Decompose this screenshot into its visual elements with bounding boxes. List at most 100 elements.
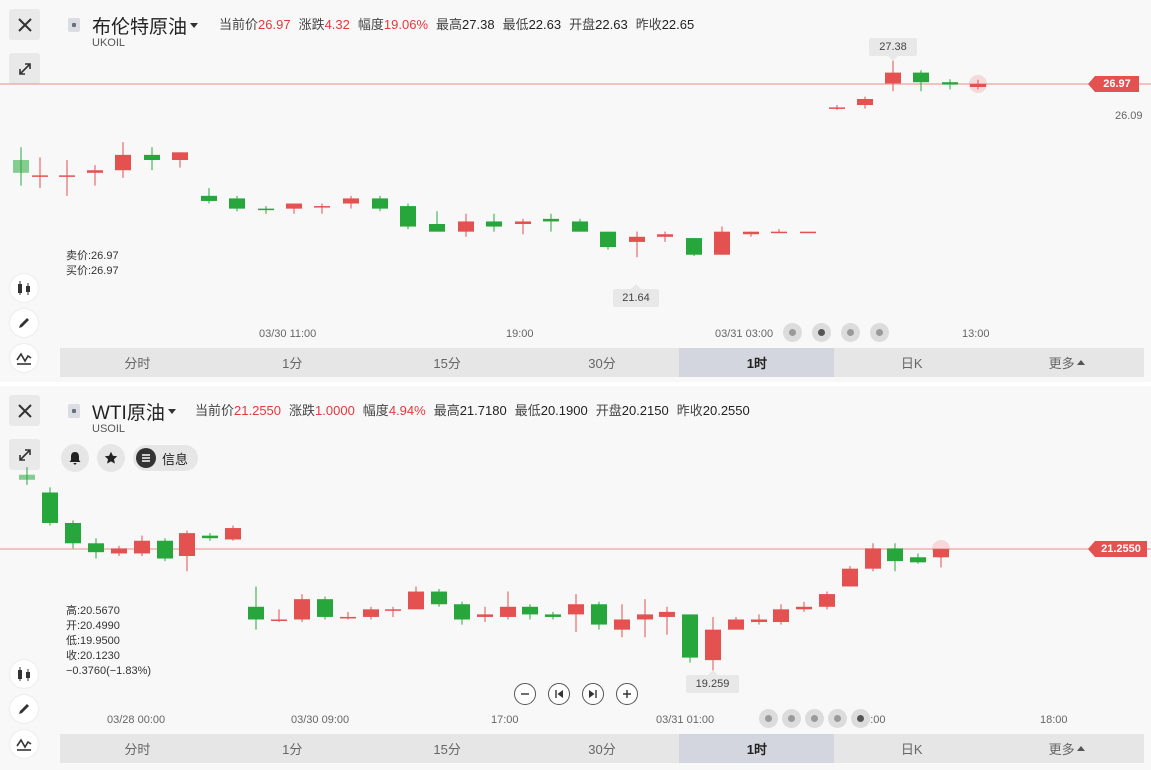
candle xyxy=(429,211,445,232)
stat-high: 最高27.38 xyxy=(436,17,495,32)
indicator-button[interactable] xyxy=(10,344,38,372)
candlestick-chart[interactable] xyxy=(0,386,1151,731)
time-label: 19:00 xyxy=(506,328,534,340)
page-dot[interactable] xyxy=(828,709,847,728)
candle xyxy=(865,543,881,572)
tab-daily[interactable]: 日K xyxy=(900,356,923,371)
close-button[interactable] xyxy=(9,9,40,40)
tab-fenshi[interactable]: 分时 xyxy=(124,742,151,757)
candle xyxy=(885,59,901,92)
ohlc-info: 高:20.5670 开:20.4990 低:19.9500 收:20.1230 … xyxy=(66,604,151,679)
candle xyxy=(970,79,986,90)
candle xyxy=(728,616,744,630)
tab-1hour[interactable]: 1时 xyxy=(679,348,835,377)
page-dots xyxy=(759,709,870,728)
time-label: 17:00 xyxy=(491,714,519,726)
favorite-button[interactable] xyxy=(97,444,125,472)
candle xyxy=(819,591,835,610)
symbol-icon xyxy=(68,404,80,418)
page-dot[interactable] xyxy=(805,709,824,728)
indicator-button[interactable] xyxy=(10,730,38,758)
ohlc-low: 低:19.9500 xyxy=(66,635,120,647)
tab-15min[interactable]: 15分 xyxy=(433,356,461,371)
candle xyxy=(408,586,424,610)
candle xyxy=(572,218,588,232)
alert-button[interactable] xyxy=(61,444,89,472)
candle xyxy=(111,545,127,556)
page-dot[interactable] xyxy=(841,323,860,342)
candlestick-chart[interactable] xyxy=(0,0,1151,345)
page-dot[interactable] xyxy=(783,323,802,342)
symbol-selector[interactable]: WTI原油 xyxy=(92,398,176,425)
zoom-out-button[interactable] xyxy=(514,683,536,705)
info-label: 信息 xyxy=(162,451,189,467)
quote-stats: 当前价21.2550 涨跌1.0000 幅度4.94% 最高21.7180 最低… xyxy=(195,400,758,419)
candle xyxy=(637,599,653,638)
indicator-icon xyxy=(16,738,32,751)
page-dot[interactable] xyxy=(851,709,870,728)
candle xyxy=(115,142,131,178)
page-dot[interactable] xyxy=(870,323,889,342)
tab-fenshi[interactable]: 分时 xyxy=(124,356,151,371)
low-callout: 19.259 xyxy=(686,670,739,693)
candle xyxy=(842,566,858,587)
chart-type-button[interactable] xyxy=(10,274,38,302)
candle xyxy=(771,229,787,234)
ohlc-change: −0.3760(−1.83%) xyxy=(66,665,152,677)
expand-button[interactable] xyxy=(9,53,40,84)
chart-type-button[interactable] xyxy=(10,660,38,688)
tab-more[interactable]: 更多 xyxy=(989,348,1144,377)
candle xyxy=(591,601,607,630)
page-dot[interactable] xyxy=(812,323,831,342)
candle xyxy=(248,586,264,630)
candle xyxy=(933,549,949,568)
ohlc-open: 开:20.4990 xyxy=(66,620,120,632)
stat-percent: 幅度4.94% xyxy=(362,403,426,418)
caret-up-icon xyxy=(1076,360,1085,365)
high-callout: 27.38 xyxy=(869,38,917,61)
candle xyxy=(614,604,630,638)
candle xyxy=(372,195,388,212)
symbol-icon xyxy=(68,18,80,32)
page-dot[interactable] xyxy=(759,709,778,728)
skip-back-icon xyxy=(555,690,563,698)
star-icon xyxy=(104,451,118,464)
close-icon xyxy=(17,403,32,418)
close-button[interactable] xyxy=(9,395,40,426)
tab-1min[interactable]: 1分 xyxy=(282,742,303,757)
draw-tool-button[interactable] xyxy=(10,695,38,723)
candle xyxy=(65,520,81,549)
tab-1hour[interactable]: 1时 xyxy=(679,734,835,763)
candle xyxy=(800,231,816,234)
page-dots xyxy=(783,323,889,342)
wti-chart-panel: WTI原油 USOIL 当前价21.2550 涨跌1.0000 幅度4.94% … xyxy=(0,386,1151,770)
expand-button[interactable] xyxy=(9,439,40,470)
symbol-name: 布伦特原油 xyxy=(92,17,188,38)
candle xyxy=(201,188,217,204)
tab-30min[interactable]: 30分 xyxy=(588,742,616,757)
scroll-start-button[interactable] xyxy=(548,683,570,705)
tab-daily[interactable]: 日K xyxy=(900,742,923,757)
tab-more[interactable]: 更多 xyxy=(989,734,1144,763)
candle xyxy=(363,606,379,620)
symbol-code: USOIL xyxy=(92,423,126,435)
tab-30min[interactable]: 30分 xyxy=(588,356,616,371)
draw-tool-button[interactable] xyxy=(10,309,38,337)
zoom-in-button[interactable] xyxy=(616,683,638,705)
symbol-selector[interactable]: 布伦特原油 xyxy=(92,12,199,39)
tab-1min[interactable]: 1分 xyxy=(282,356,303,371)
pencil-icon xyxy=(19,318,29,328)
page-dot[interactable] xyxy=(782,709,801,728)
stat-open: 开盘22.63 xyxy=(569,17,628,32)
live-price-glow xyxy=(932,540,950,558)
candle xyxy=(659,606,675,635)
candle xyxy=(454,601,470,625)
candle xyxy=(157,538,173,562)
info-button[interactable]: 信息 xyxy=(133,445,199,471)
candle xyxy=(543,213,559,232)
minus-icon xyxy=(521,693,529,695)
candle xyxy=(682,614,698,663)
scroll-end-button[interactable] xyxy=(582,683,604,705)
candle xyxy=(294,594,310,623)
tab-15min[interactable]: 15分 xyxy=(433,742,461,757)
